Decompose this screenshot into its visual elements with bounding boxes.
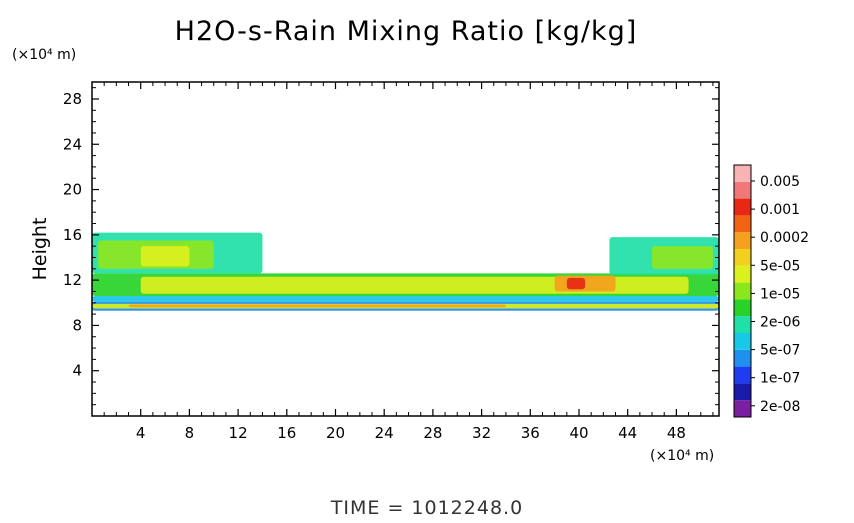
colorbar-swatch bbox=[734, 215, 751, 233]
field-region bbox=[140, 276, 689, 294]
x-unit-label: (×10⁴ m) bbox=[650, 448, 714, 464]
colorbar-swatch bbox=[734, 349, 751, 367]
y-tick-label: 20 bbox=[63, 181, 82, 199]
x-tick-label: 12 bbox=[229, 424, 248, 442]
colorbar-label: 5e-07 bbox=[760, 343, 800, 359]
field-layer bbox=[92, 232, 719, 311]
colorbar-swatch bbox=[734, 232, 751, 249]
x-tick-label: 36 bbox=[521, 424, 540, 442]
colorbar-swatch bbox=[734, 366, 751, 384]
colorbar-swatch bbox=[734, 299, 751, 317]
field-region bbox=[140, 246, 190, 267]
colorbar-label: 0.005 bbox=[760, 174, 800, 190]
x-tick-label: 48 bbox=[667, 424, 686, 442]
colorbar-label: 0.001 bbox=[760, 202, 800, 218]
colorbar-swatch bbox=[734, 181, 751, 199]
y-tick-label: 12 bbox=[63, 271, 82, 289]
y-tick-label: 28 bbox=[63, 90, 82, 108]
y-unit-label: (×10⁴ m) bbox=[12, 47, 76, 63]
x-tick-label: 4 bbox=[136, 424, 146, 442]
y-tick-label: 16 bbox=[63, 226, 82, 244]
plot-frame bbox=[91, 81, 720, 417]
colorbar-swatch bbox=[734, 333, 751, 350]
colorbar-swatch bbox=[734, 265, 751, 283]
field-region bbox=[566, 277, 586, 290]
field-region bbox=[92, 295, 719, 302]
y-tick-label: 4 bbox=[72, 362, 82, 380]
colorbar-label: 2e-06 bbox=[760, 315, 800, 331]
time-label: TIME = 1012248.0 bbox=[330, 497, 523, 519]
colorbar-swatch bbox=[734, 316, 751, 333]
colorbar-swatch bbox=[734, 198, 751, 216]
colorbar-swatch bbox=[734, 165, 751, 182]
field-region bbox=[652, 246, 713, 269]
colorbar: 0.005 0.001 0.0002 5e-05 1e-05 2e-06 5e-07 1e-0… bbox=[733, 164, 809, 418]
x-tick-label: 8 bbox=[185, 424, 195, 442]
colorbar-label: 5e-05 bbox=[760, 258, 800, 274]
colorbar-frame bbox=[733, 164, 752, 418]
x-tick-label: 20 bbox=[326, 424, 345, 442]
colorbar-swatch bbox=[734, 383, 751, 401]
x-tick-label: 28 bbox=[423, 424, 442, 442]
colorbar-swatch bbox=[734, 400, 751, 417]
y-tick-label: 8 bbox=[72, 316, 82, 334]
x-tick-label: 44 bbox=[618, 424, 637, 442]
x-tick-label: 32 bbox=[472, 424, 491, 442]
field-region bbox=[128, 304, 506, 308]
colorbar-label: 1e-05 bbox=[760, 286, 800, 302]
y-tick-label: 24 bbox=[63, 135, 82, 153]
colorbar-swatch bbox=[734, 249, 751, 266]
colorbar-swatch bbox=[734, 282, 751, 300]
x-tick-label: 40 bbox=[569, 424, 588, 442]
colorbar-label: 2e-08 bbox=[760, 399, 800, 415]
x-tick-label: 16 bbox=[277, 424, 296, 442]
colorbar-label: 0.0002 bbox=[760, 230, 809, 246]
colorbar-label: 1e-07 bbox=[760, 371, 800, 387]
x-tick-label: 24 bbox=[375, 424, 394, 442]
y-axis-label: Height bbox=[29, 218, 51, 281]
chart-title: H2O-s-Rain Mixing Ratio [kg/kg] bbox=[175, 16, 638, 47]
